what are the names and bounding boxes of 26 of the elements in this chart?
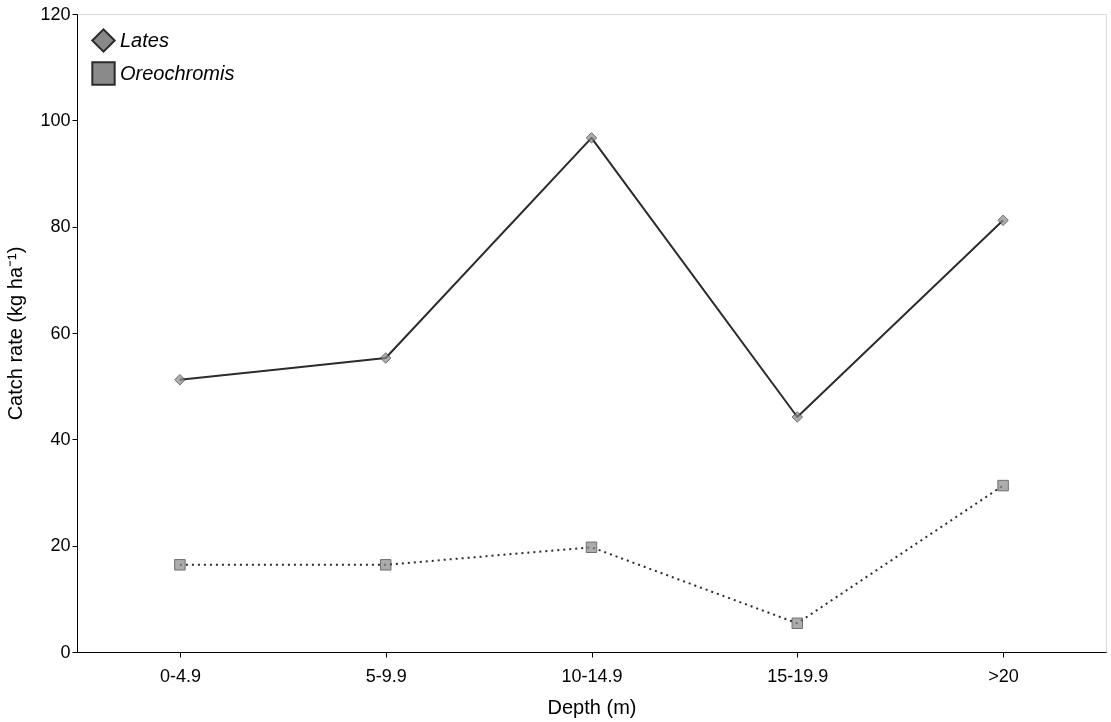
y-axis-title: Catch rate (kg ha⁻¹) (4, 246, 27, 421)
point (379, 352, 392, 364)
point (997, 214, 1009, 227)
y-tick-label: 120 (40, 3, 71, 24)
x-tick-label: >20 (988, 665, 1019, 686)
x-axis-title: Depth (m) (547, 695, 637, 718)
y-tick-label: 100 (40, 109, 71, 130)
point (379, 559, 392, 571)
point (791, 617, 804, 630)
point (791, 411, 804, 423)
point (585, 132, 598, 144)
legend-label: Oreochromis (120, 61, 235, 84)
legend-label: Lates (120, 28, 169, 51)
x-tick-label: 0-4.9 (159, 665, 201, 686)
y-tick-label: 80 (50, 216, 71, 237)
y-tick-label: 60 (50, 322, 71, 343)
point (997, 479, 1009, 492)
x-tick-label: 5-9.9 (365, 665, 407, 686)
point (174, 559, 186, 571)
y-tick-label: 20 (50, 535, 71, 556)
point (585, 541, 598, 554)
point (174, 374, 186, 386)
y-tick-label: 0 (60, 641, 71, 662)
x-tick-label: 15-19.9 (767, 665, 829, 686)
x-tick-label: 10-14.9 (561, 665, 623, 686)
y-tick-label: 40 (50, 428, 71, 449)
